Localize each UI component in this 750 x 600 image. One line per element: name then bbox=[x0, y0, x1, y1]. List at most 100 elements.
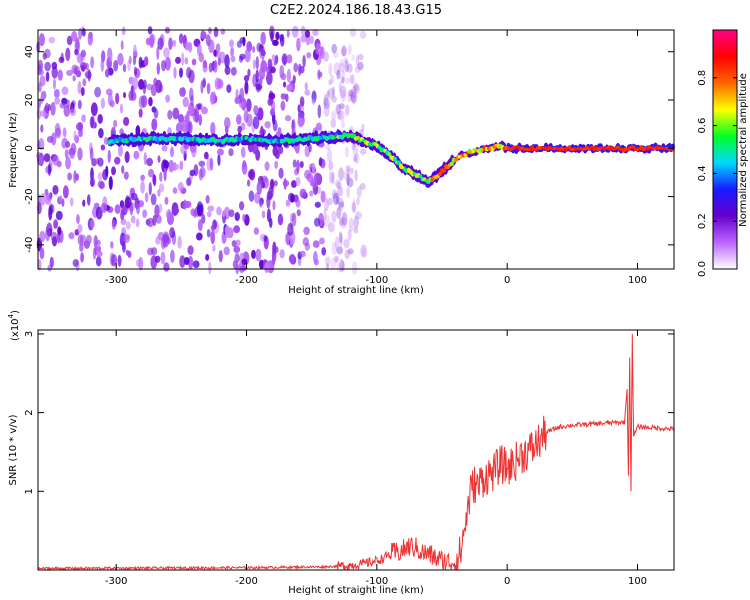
noise-blob bbox=[48, 204, 54, 215]
noise-blob bbox=[77, 224, 83, 233]
noise-blob bbox=[43, 153, 51, 163]
noise-blob bbox=[254, 192, 261, 204]
noise-blob bbox=[81, 27, 86, 37]
noise-blob bbox=[198, 114, 202, 126]
noise-blob bbox=[120, 218, 127, 226]
noise-blob bbox=[224, 54, 230, 69]
x-tick-label: -300 bbox=[105, 576, 128, 587]
noise-blob bbox=[297, 104, 301, 113]
noise-blob bbox=[218, 250, 223, 263]
noise-blob bbox=[108, 176, 113, 190]
noise-blob bbox=[44, 102, 50, 114]
noise-blob bbox=[97, 172, 103, 182]
noise-blob bbox=[125, 221, 131, 230]
noise-blob bbox=[341, 212, 348, 226]
noise-blob bbox=[337, 197, 345, 211]
noise-blob bbox=[304, 82, 308, 91]
noise-blob bbox=[65, 156, 71, 170]
spectrogram-x-ticks: -300 -200 -100 0 100 bbox=[105, 30, 647, 286]
noise-blob bbox=[279, 249, 285, 259]
noise-blob bbox=[181, 52, 185, 66]
noise-blob bbox=[243, 75, 250, 82]
noise-blob bbox=[335, 103, 342, 115]
noise-blob bbox=[237, 125, 243, 134]
noise-blob bbox=[39, 247, 45, 260]
noise-blob bbox=[80, 252, 84, 263]
noise-blob bbox=[154, 204, 160, 219]
noise-blob bbox=[330, 74, 335, 84]
noise-blob bbox=[205, 254, 210, 261]
y-tick-label: -20 bbox=[24, 188, 35, 204]
track-core bbox=[645, 147, 650, 151]
noise-blob bbox=[77, 99, 82, 110]
noise-blob bbox=[244, 48, 251, 63]
noise-blob bbox=[208, 27, 212, 35]
noise-blob bbox=[267, 58, 273, 70]
noise-blob bbox=[74, 48, 79, 56]
noise-blob bbox=[57, 226, 62, 236]
noise-blob bbox=[89, 147, 94, 161]
noise-blob bbox=[277, 213, 284, 226]
noise-blob bbox=[272, 39, 279, 46]
noise-blob bbox=[157, 155, 161, 163]
noise-blob bbox=[233, 225, 241, 234]
noise-blob bbox=[37, 98, 41, 109]
noise-blob bbox=[264, 161, 270, 171]
noise-blob bbox=[299, 96, 305, 107]
noise-blob bbox=[200, 80, 204, 94]
noise-blob bbox=[331, 210, 337, 223]
noise-blob bbox=[90, 102, 98, 117]
noise-blob bbox=[45, 227, 51, 242]
noise-blob bbox=[246, 179, 251, 187]
noise-blob bbox=[264, 120, 271, 129]
noise-blob bbox=[349, 74, 355, 85]
noise-blob bbox=[252, 116, 260, 130]
noise-blob bbox=[71, 64, 79, 74]
noise-blob bbox=[39, 110, 47, 117]
noise-blob bbox=[330, 118, 337, 128]
noise-blob bbox=[271, 54, 276, 62]
noise-blob bbox=[207, 205, 215, 212]
noise-blob bbox=[232, 259, 239, 270]
noise-blob bbox=[82, 199, 86, 207]
noise-blob bbox=[327, 197, 333, 206]
noise-blob bbox=[344, 104, 350, 116]
noise-blob bbox=[148, 168, 155, 178]
noise-blob bbox=[217, 57, 221, 66]
noise-blob bbox=[299, 250, 306, 258]
noise-blob bbox=[351, 261, 358, 275]
noise-blob bbox=[184, 200, 192, 209]
noise-blob bbox=[199, 166, 206, 178]
noise-blob bbox=[142, 209, 148, 218]
noise-blob bbox=[69, 197, 74, 207]
noise-blob bbox=[217, 153, 221, 166]
noise-blob bbox=[267, 98, 273, 107]
noise-blob bbox=[216, 206, 222, 216]
track-core bbox=[449, 161, 454, 167]
noise-blob bbox=[349, 28, 357, 37]
noise-blob bbox=[292, 75, 296, 84]
noise-blob bbox=[257, 107, 264, 121]
noise-blob bbox=[144, 192, 149, 203]
noise-blob bbox=[303, 226, 310, 236]
noise-blob bbox=[52, 185, 59, 195]
noise-blob bbox=[78, 122, 84, 132]
noise-blob bbox=[275, 31, 280, 41]
noise-blob bbox=[79, 243, 84, 252]
noise-blob bbox=[39, 230, 46, 243]
y-tick-label: 20 bbox=[24, 94, 35, 107]
noise-blob bbox=[122, 92, 127, 99]
noise-blob bbox=[336, 181, 342, 190]
noise-blob bbox=[175, 56, 181, 64]
noise-blob bbox=[162, 233, 169, 248]
noise-blob bbox=[72, 259, 79, 267]
noise-blob bbox=[168, 159, 175, 173]
noise-blob bbox=[242, 36, 246, 47]
noise-blob bbox=[278, 167, 284, 179]
noise-blob bbox=[281, 53, 288, 65]
noise-blob bbox=[234, 96, 241, 105]
noise-blob bbox=[323, 207, 327, 221]
noise-blob bbox=[340, 89, 346, 103]
noise-blob bbox=[172, 187, 178, 194]
noise-blob bbox=[253, 227, 260, 235]
